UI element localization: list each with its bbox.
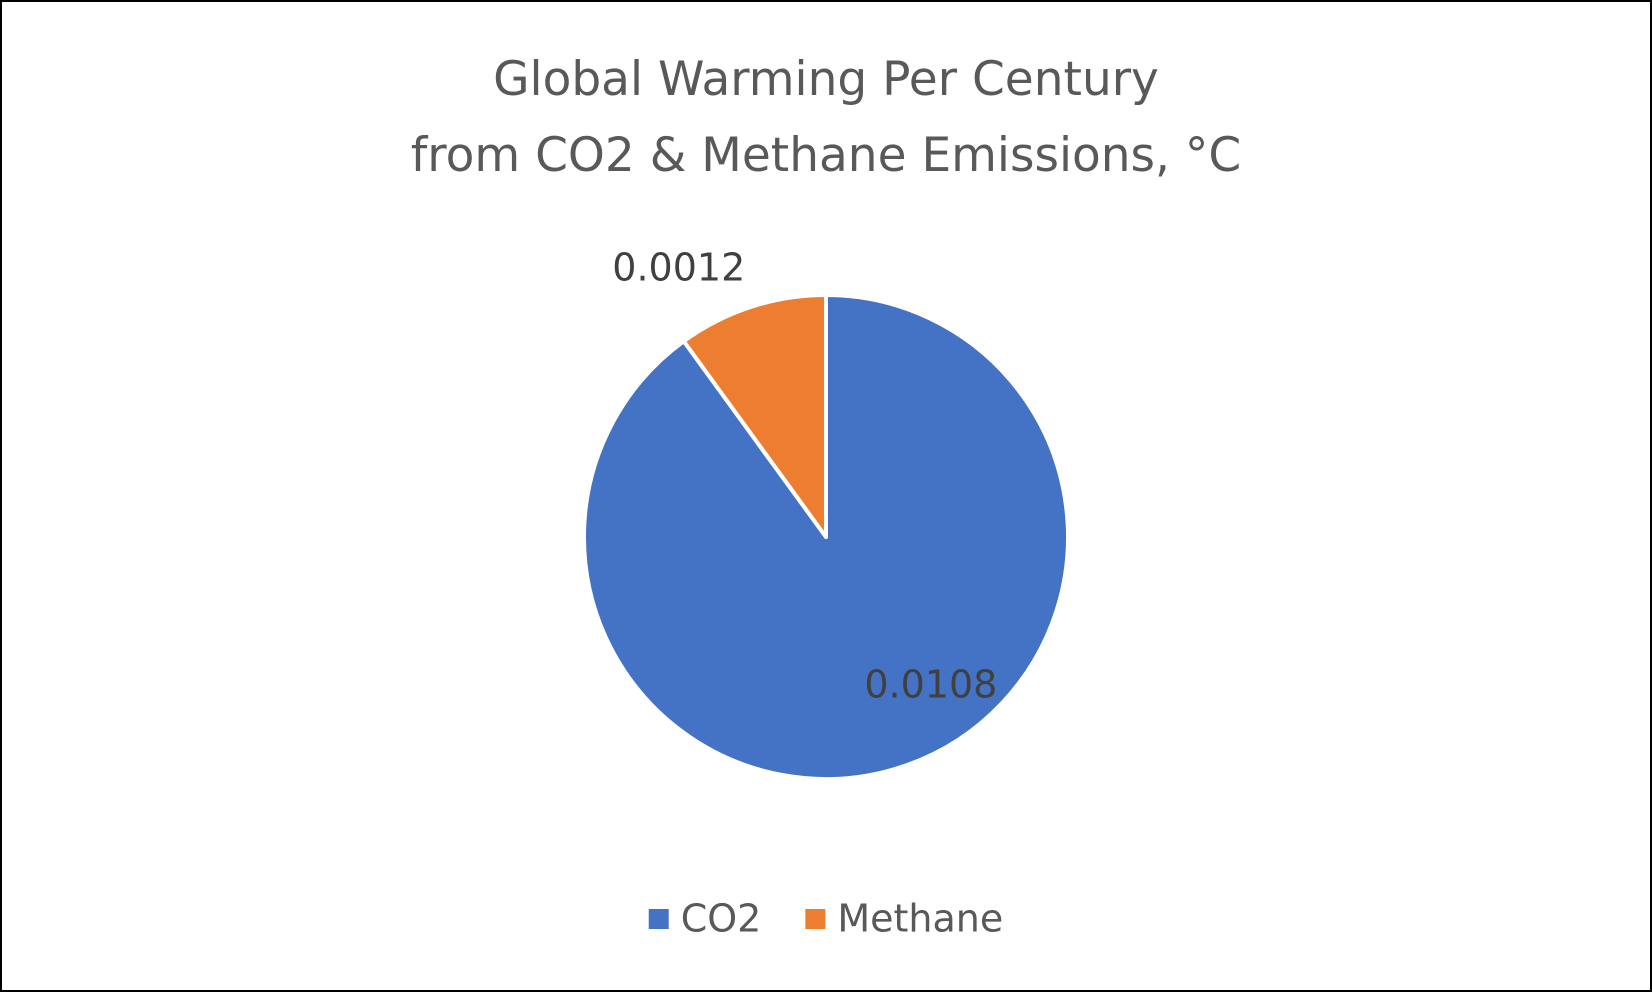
data-label: 0.0012 [612, 246, 745, 290]
legend-label: CO2 [681, 897, 762, 941]
chart-title: Global Warming Per Century from CO2 & Me… [410, 52, 1242, 183]
legend-label: Methane [837, 897, 1003, 941]
legend-swatch [805, 909, 826, 929]
data-label: 0.0108 [864, 663, 997, 707]
pie-slice [681, 293, 828, 539]
legend-swatch [648, 909, 669, 929]
